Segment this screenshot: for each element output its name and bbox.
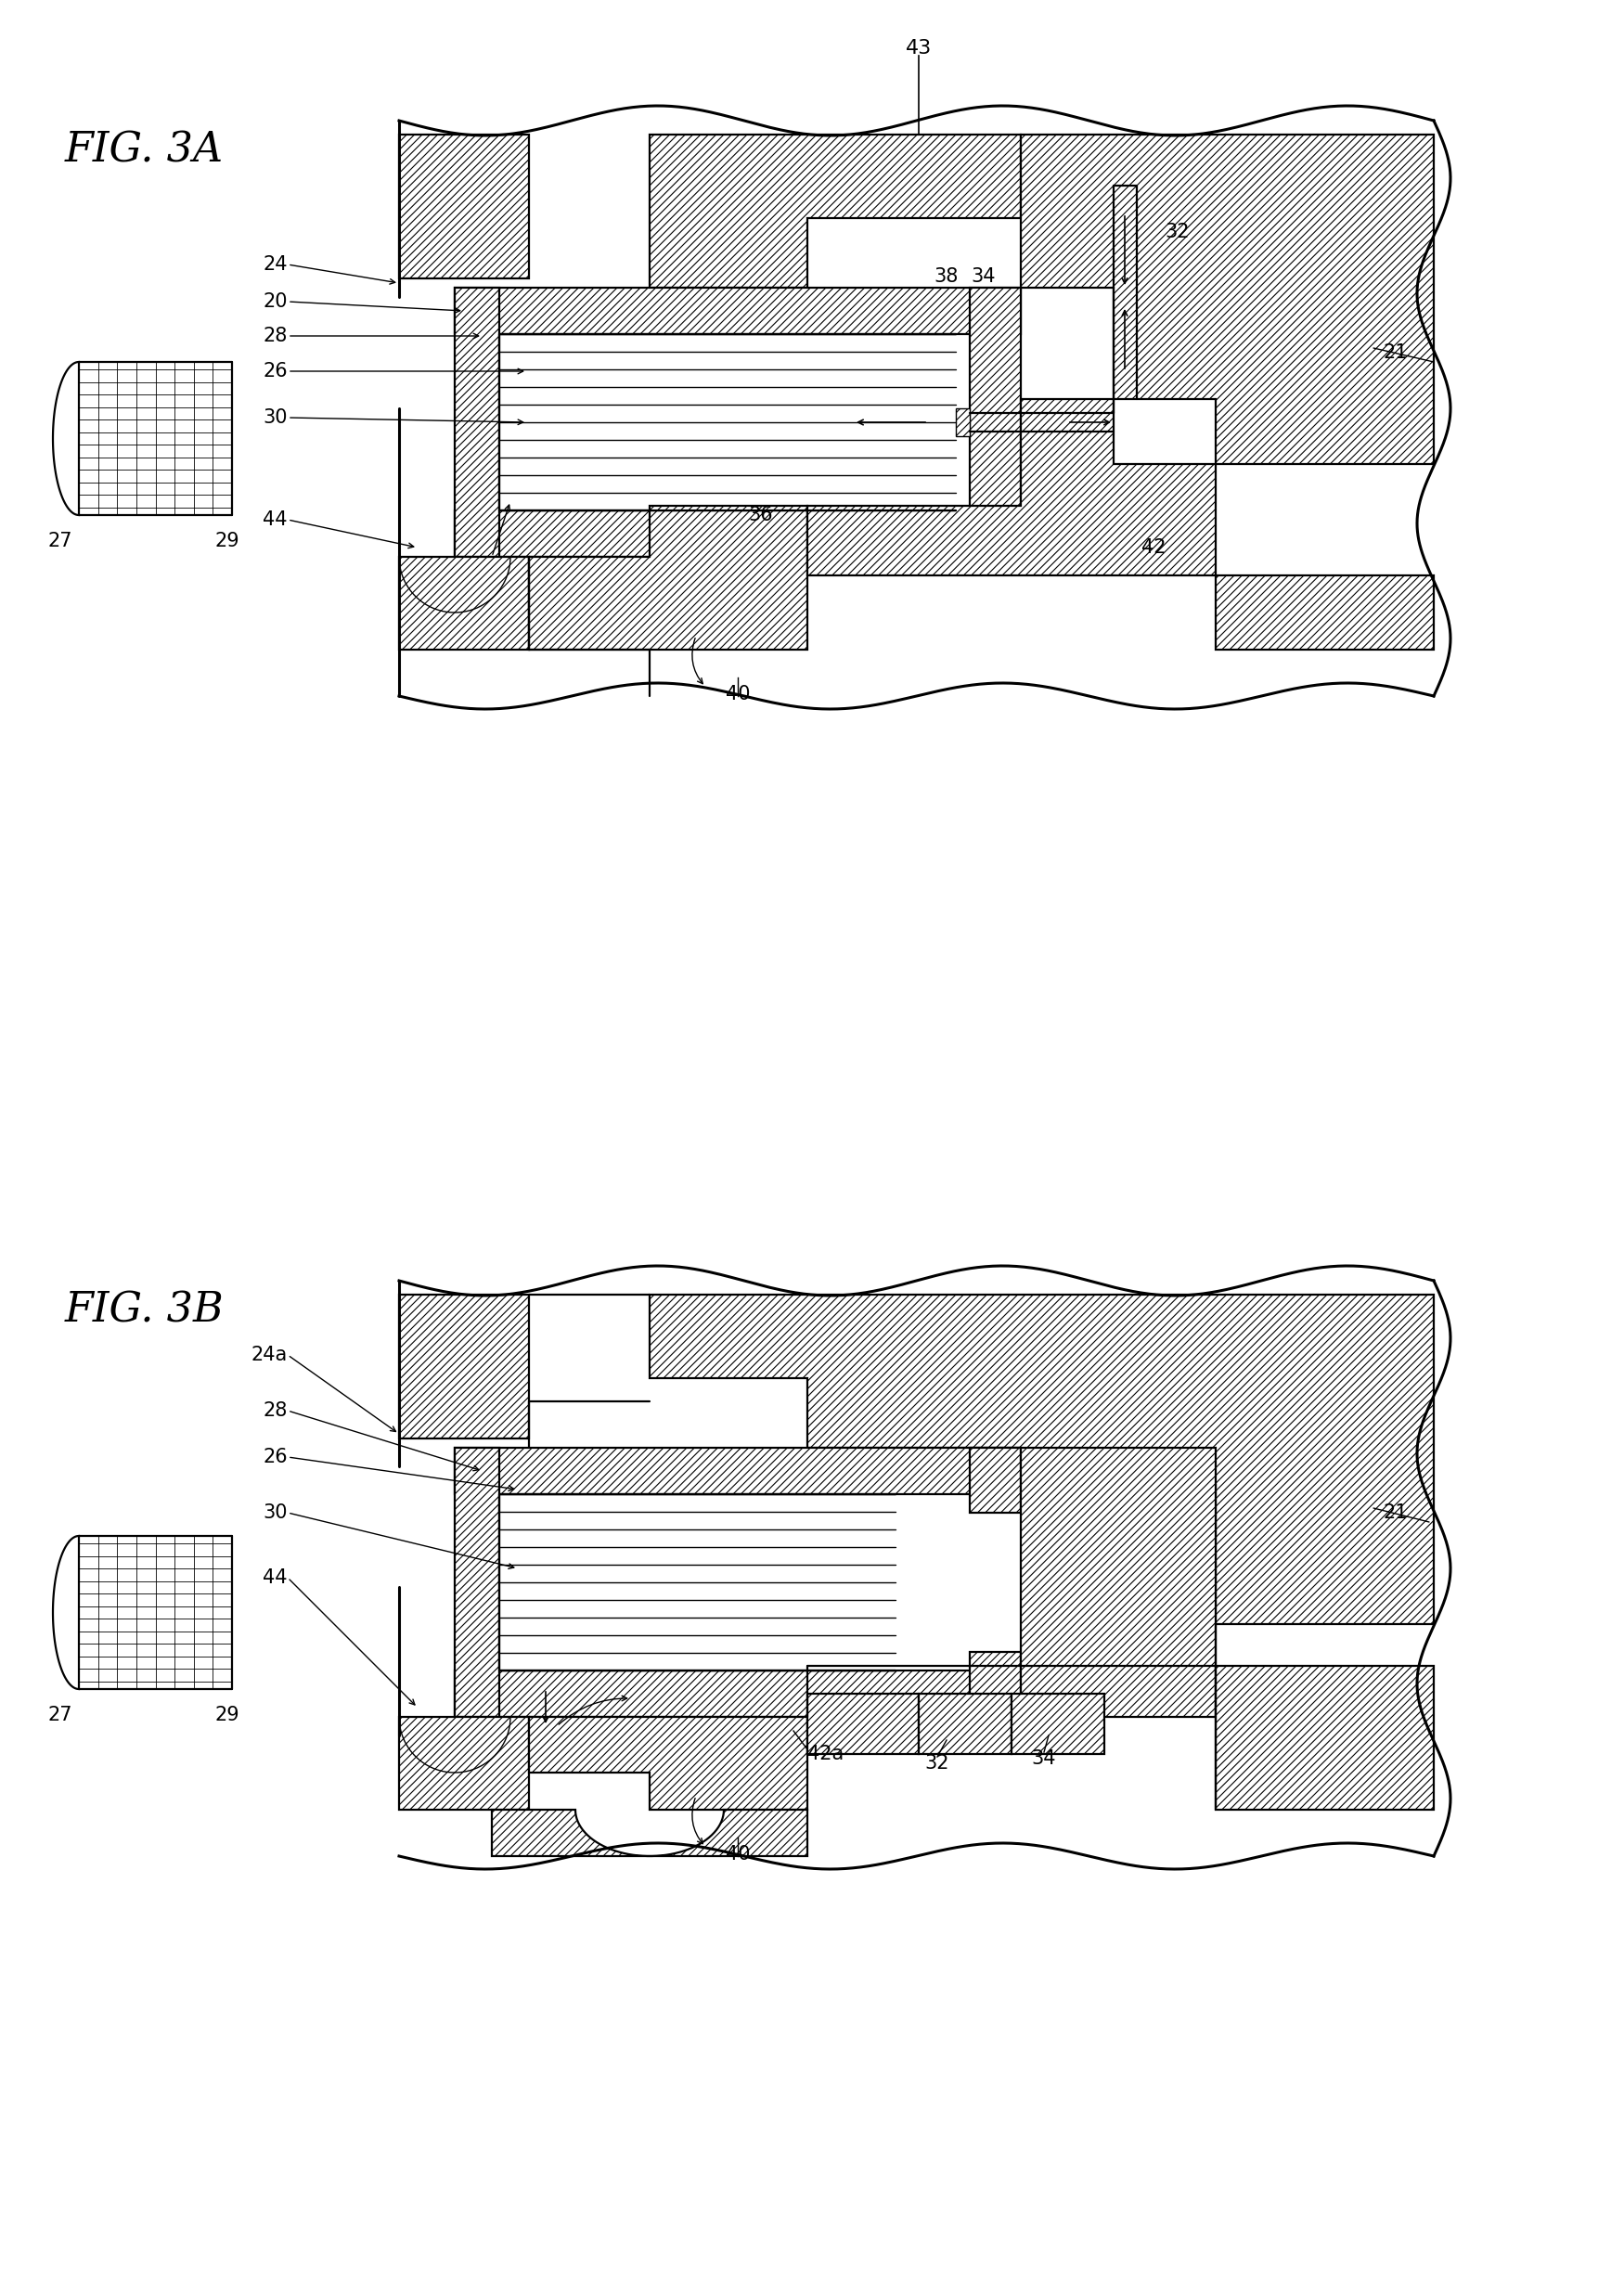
Bar (919, 1694, 1012, 1754)
Polygon shape (492, 1809, 807, 1855)
Text: 30: 30 (263, 1504, 287, 1522)
Text: 21: 21 (1382, 1504, 1408, 1522)
Bar (400, 1295, 529, 1440)
Bar (455, 1671, 1021, 1717)
Text: 40: 40 (726, 684, 750, 703)
Text: 26: 26 (263, 363, 287, 381)
Text: 28: 28 (263, 1401, 287, 1419)
Text: 21: 21 (1382, 344, 1408, 363)
Text: 24a: 24a (252, 1345, 287, 1364)
Text: FIG. 3B: FIG. 3B (65, 1290, 224, 1329)
Text: 27: 27 (49, 533, 73, 551)
Text: 42: 42 (1142, 537, 1166, 558)
Bar (455, 1449, 499, 1717)
Bar (455, 287, 1021, 335)
Polygon shape (650, 1295, 1434, 1623)
Polygon shape (807, 400, 1216, 576)
Bar (455, 287, 499, 558)
Bar (400, 135, 529, 278)
Polygon shape (1021, 135, 1434, 464)
Bar (1012, 1694, 1104, 1754)
Bar (970, 1651, 1021, 1717)
Bar (807, 1694, 919, 1754)
Bar (970, 1449, 1021, 1513)
Bar (1216, 576, 1434, 650)
Text: 29: 29 (214, 533, 240, 551)
Text: 32: 32 (926, 1754, 950, 1773)
Polygon shape (650, 135, 1021, 287)
Text: 34: 34 (1031, 1750, 1056, 1768)
Text: 40: 40 (726, 1846, 750, 1864)
Bar (957, 409, 970, 436)
Bar (1021, 1449, 1216, 1717)
Text: 36: 36 (749, 505, 773, 523)
Text: 20: 20 (263, 292, 287, 310)
Text: 43: 43 (906, 39, 932, 57)
Text: 29: 29 (214, 1706, 240, 1724)
Bar (1216, 1667, 1434, 1809)
Text: 24: 24 (263, 255, 287, 273)
Bar (455, 1449, 1021, 1495)
Bar (455, 510, 1021, 558)
Text: 27: 27 (49, 1706, 73, 1724)
Bar (400, 558, 529, 650)
Text: 28: 28 (263, 326, 287, 344)
Text: 32: 32 (1164, 223, 1189, 241)
Text: 34: 34 (971, 266, 996, 285)
Text: 30: 30 (263, 409, 287, 427)
Text: 42a: 42a (807, 1745, 844, 1763)
Polygon shape (529, 1717, 807, 1809)
Text: 26: 26 (263, 1449, 287, 1467)
Bar (400, 1717, 529, 1809)
Text: 44: 44 (263, 510, 287, 528)
Text: FIG. 3A: FIG. 3A (65, 131, 224, 170)
Bar (970, 287, 1021, 558)
Text: 38: 38 (934, 266, 958, 285)
Text: 44: 44 (263, 1568, 287, 1587)
Polygon shape (529, 505, 807, 650)
